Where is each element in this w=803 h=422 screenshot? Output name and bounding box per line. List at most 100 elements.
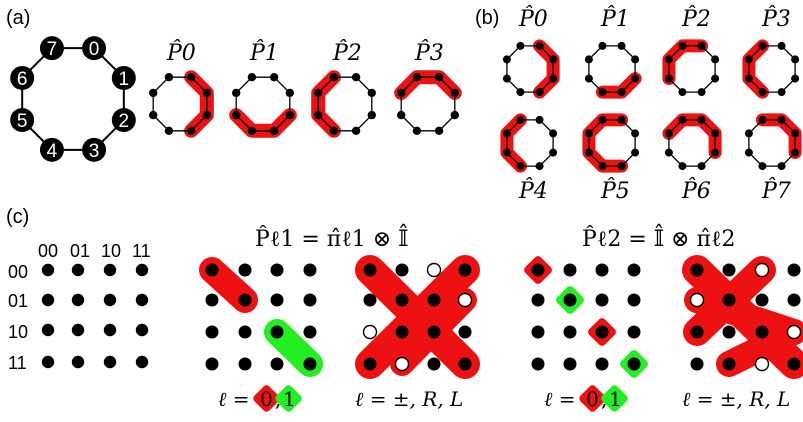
caption-one-2: 1 <box>609 387 622 411</box>
grid-ref-dot-1-2 <box>103 293 117 307</box>
ring-a-proj-0-node-0 <box>186 73 196 82</box>
ring-b-top-0-node-4 <box>516 88 525 97</box>
panel-a-projector-rings <box>149 70 462 138</box>
ring-b-bot-2-node-1 <box>711 129 720 138</box>
ring-a-edges <box>21 47 125 151</box>
ring-a-node-1 <box>111 65 136 90</box>
grid-ref-dot-1-0 <box>41 293 55 307</box>
ring-b-bot-0-node-4 <box>516 162 525 171</box>
proj-title-a-3: P̂3 <box>414 40 444 66</box>
ring-a-proj-3-node-2 <box>450 110 459 120</box>
ring-a-proj-2-node-0 <box>351 73 361 82</box>
ring-a-node-4 <box>39 137 64 162</box>
grid-ref-dot-1-3 <box>135 293 149 307</box>
g3-dot-0-1 <box>563 263 577 277</box>
ring-a-proj-3-node-1 <box>450 88 459 98</box>
ring-b-bot-2-node-4 <box>678 162 687 171</box>
g3-dot-0-0 <box>531 263 545 277</box>
col-header-00: 00 <box>38 241 58 261</box>
g4-dot-0-0 <box>690 263 704 277</box>
grid-ref-dot-0-3 <box>135 263 149 277</box>
ring-b-top-2-node-7 <box>678 41 687 50</box>
g2-dot-0-0 <box>363 263 377 277</box>
g1-dot-3-3 <box>303 357 317 371</box>
ring-a-proj-3-edges <box>400 76 456 132</box>
g3-dot-2-2 <box>595 325 609 339</box>
g4-dot-3-0 <box>690 357 704 371</box>
proj-title-b-0: P̂0 <box>518 6 548 32</box>
g3-dot-3-0 <box>531 357 545 371</box>
ring-b-bot-2-node-2 <box>711 148 720 157</box>
grid-dots <box>205 262 802 372</box>
ring-b-top-2-highlight <box>662 39 709 86</box>
g4-dot-2-0 <box>690 325 704 339</box>
ring-b-top-3-node-3 <box>777 88 786 97</box>
col-header-01: 01 <box>70 241 90 261</box>
caption-one: 1 <box>283 387 296 411</box>
ring-b-bot-0-node-2 <box>549 148 558 157</box>
ring-a-proj-0-node-3 <box>186 126 196 135</box>
g3-dot-0-2 <box>595 263 609 277</box>
col-header-10: 10 <box>101 241 121 261</box>
grid-ref-dot-1-1 <box>71 293 85 307</box>
g4-dot-0-2 <box>754 262 770 278</box>
ring-a-node-label-3: 3 <box>89 141 100 162</box>
ring-a-proj-1-node-1 <box>285 88 294 98</box>
g2-dot-2-2 <box>427 325 441 339</box>
ring-numbered: 01 23 45 67 <box>10 36 136 162</box>
ring-b-bot-3-node-2 <box>791 148 800 157</box>
g2-dot-1-1 <box>395 293 409 307</box>
g1-dot-2-2 <box>270 325 284 339</box>
g1-dot-1-0 <box>205 293 219 307</box>
g3-dot-0-3 <box>627 263 641 277</box>
g3-dot-3-3 <box>627 357 641 371</box>
ring-b-top-2-node-1 <box>711 55 720 64</box>
ring-b-top-1-node-3 <box>617 88 626 97</box>
ring-b-top-1-edges <box>588 45 636 93</box>
proj-title-b-1: P̂1 <box>600 6 630 32</box>
ring-a-node-label-1: 1 <box>119 69 130 90</box>
g2-dot-0-1 <box>395 263 409 277</box>
g4-dot-2-2 <box>755 325 769 339</box>
ring-b-bot-3-node-6 <box>744 129 753 138</box>
equation-left: P̂ℓ1 = π̂ℓ1 ⊗ 𝕀̂ <box>255 224 408 252</box>
grid-reference <box>41 263 149 369</box>
g1-dot-1-2 <box>270 293 284 307</box>
ring-b-top-1-node-0 <box>617 41 626 50</box>
panel-label-b: (b) <box>475 7 499 29</box>
g4-dot-1-1 <box>722 293 736 307</box>
caption-lpm-right: ℓ = ±, R, L <box>682 387 790 411</box>
ring-a-node-label-4: 4 <box>47 141 58 162</box>
ring-a-proj-2-node-2 <box>367 110 376 120</box>
ring-a-node-2 <box>111 108 136 133</box>
g2-dot-2-3 <box>458 325 472 339</box>
ring-b-top-0-node-6 <box>502 55 511 64</box>
g4-dot-1-3 <box>787 293 801 307</box>
g1-dot-0-3 <box>303 263 317 277</box>
equation-right: P̂ℓ2 = 𝕀̂ ⊗ π̂ℓ2 <box>582 224 735 252</box>
ring-a-node-0 <box>82 36 107 61</box>
g3-dot-3-2 <box>595 357 609 371</box>
ring-b-bot-3-highlight <box>755 113 802 160</box>
caption-green-marker-2 <box>601 385 628 412</box>
g3-dot-2-0 <box>531 325 545 339</box>
g4-dot-0-3 <box>787 263 801 277</box>
panel-b-projector-rings <box>500 39 802 173</box>
ring-b-bot-0-edges <box>506 119 554 167</box>
g1-dot-3-1 <box>238 357 252 371</box>
proj-title-b-7: P̂7 <box>761 178 791 204</box>
ring-b-bot-0-node-1 <box>549 129 558 138</box>
ring-b-bot-3-node-0 <box>777 115 786 124</box>
ring-b-top-3-node-2 <box>791 74 800 83</box>
ring-b-bot-0-node-7 <box>516 115 525 124</box>
ring-b-bot-1-node-2 <box>631 148 640 157</box>
g4-dot-0-1 <box>722 263 736 277</box>
ring-a-proj-2-node-6 <box>314 88 323 98</box>
ring-b-bot-1-edges <box>588 119 636 167</box>
ring-b-top-2-node-4 <box>678 88 687 97</box>
ring-b-top-0-node-3 <box>535 88 544 97</box>
panel-label-c: (c) <box>6 206 29 228</box>
grid-column-headers: 00 01 10 11 <box>38 241 151 261</box>
g4-red-bar-d <box>716 319 803 377</box>
ring-b-bot-3-node-4 <box>758 162 767 171</box>
